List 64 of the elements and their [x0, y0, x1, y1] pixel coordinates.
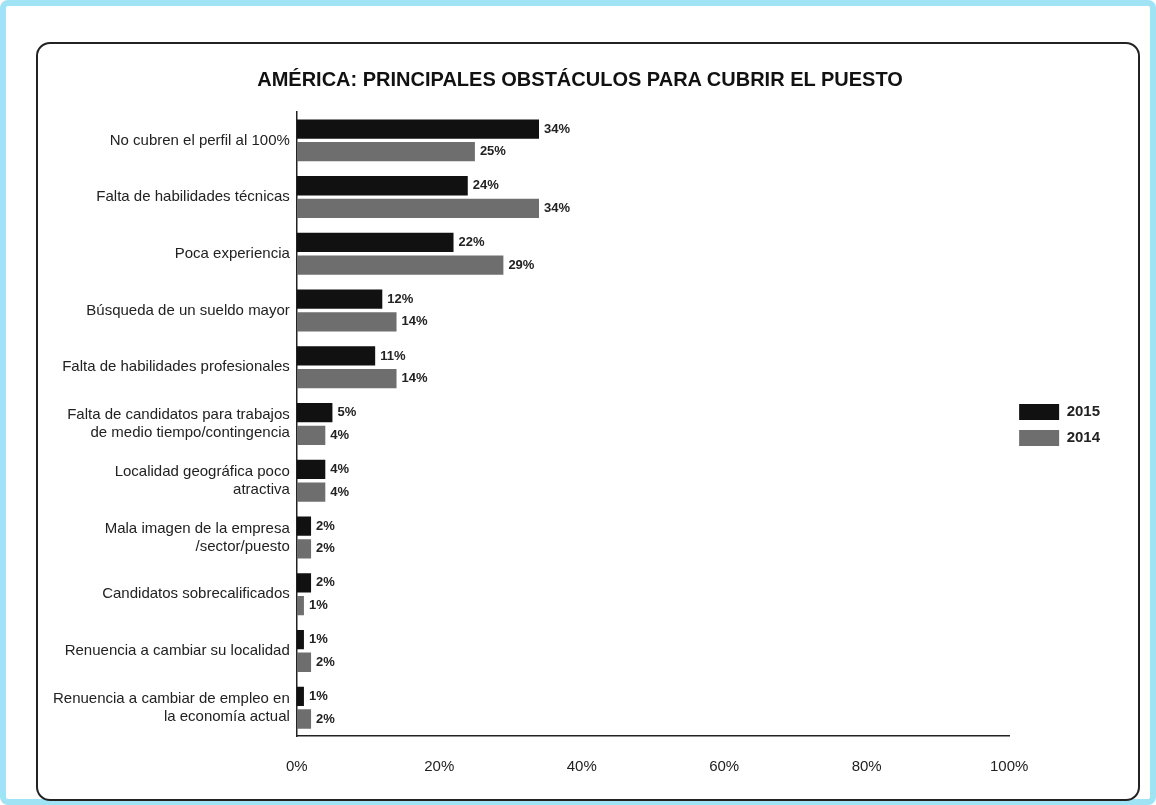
data-label: 1%	[308, 687, 329, 703]
bar	[296, 368, 397, 389]
data-label: 1%	[308, 597, 329, 613]
bar	[296, 629, 304, 650]
data-label: 5%	[337, 404, 357, 420]
bar	[296, 482, 326, 502]
bar	[296, 686, 304, 706]
bar	[296, 652, 312, 672]
x-tick-label: 60%	[709, 757, 740, 775]
y-tick-label: Búsqueda de un sueldo mayor	[86, 300, 290, 318]
data-label: 4%	[330, 483, 350, 499]
y-tick-label: Renuencia a cambiar su localidad	[64, 641, 290, 659]
y-tick-label: Candidatos sobrecalificados	[102, 584, 290, 602]
bar	[296, 346, 376, 366]
bar	[296, 595, 304, 616]
bar	[296, 198, 539, 219]
x-tick-label: 100%	[989, 757, 1029, 775]
y-tick-label: No cubren el perfil al 100%	[109, 130, 290, 148]
x-tick-label: 0%	[285, 757, 308, 775]
bar	[296, 403, 333, 423]
y-tick-label: Renuencia a cambiar de empleo en la economía actual	[52, 688, 290, 724]
data-label: 29%	[508, 256, 535, 272]
y-tick-label: Falta de candidatos para trabajos de medio tiempo/contingencia	[67, 405, 291, 441]
bar	[296, 176, 468, 196]
data-label: 1%	[308, 631, 329, 647]
data-label: 14%	[401, 370, 428, 386]
legend-label: 2014	[1066, 428, 1101, 446]
data-label: 4%	[330, 460, 350, 476]
bar	[296, 573, 312, 593]
bar	[296, 119, 539, 139]
data-label: 24%	[472, 177, 500, 193]
bar	[296, 142, 475, 162]
bar	[296, 232, 454, 253]
y-tick-label: Falta de habilidades profesionales	[62, 357, 290, 375]
bar	[296, 255, 504, 275]
x-tick-label: 80%	[851, 757, 882, 775]
bar	[296, 312, 397, 332]
data-label: 34%	[544, 120, 571, 136]
bar	[296, 289, 383, 309]
legend-label: 2015	[1066, 402, 1101, 420]
data-label: 11%	[380, 347, 406, 363]
data-label: 34%	[544, 200, 571, 216]
bar	[296, 539, 312, 559]
data-label: 2%	[316, 710, 336, 726]
y-tick-label: Falta de habilidades técnicas	[96, 187, 290, 205]
y-tick-label: Poca experiencia	[174, 243, 291, 261]
x-tick-label: 20%	[424, 757, 455, 775]
x-tick-label: 40%	[566, 757, 597, 775]
chart-title: AMÉRICA: PRINCIPALES OBSTÁCULOS PARA CUBRIR EL PUESTO	[257, 67, 903, 90]
data-label: 2%	[316, 653, 336, 669]
data-label: 12%	[387, 290, 414, 306]
bar	[296, 459, 326, 480]
data-label: 25%	[479, 143, 507, 159]
data-label: 2%	[316, 540, 336, 556]
data-label: 22%	[458, 234, 485, 250]
data-label: 2%	[316, 574, 336, 590]
bar	[296, 425, 326, 445]
data-label: 2%	[316, 517, 336, 533]
data-label: 14%	[401, 313, 428, 329]
bar	[296, 709, 312, 729]
data-label: 4%	[330, 426, 350, 442]
bar	[296, 516, 312, 536]
y-tick-label: Localidad geográfica poco atractiva	[114, 461, 291, 497]
y-tick-label: Mala imagen de la empresa /sector/puesto	[104, 518, 291, 554]
